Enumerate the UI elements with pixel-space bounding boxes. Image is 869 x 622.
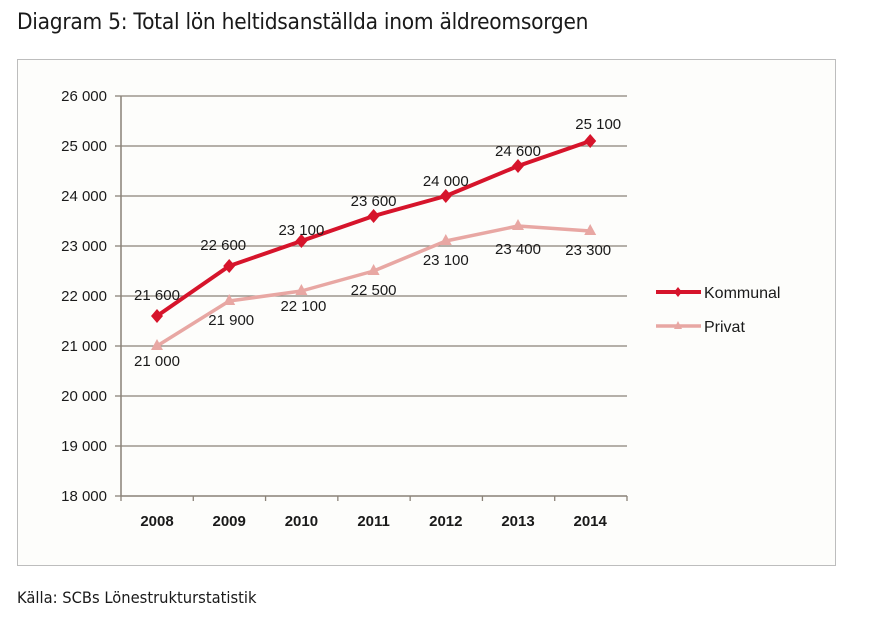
x-tick-label: 2009 — [213, 513, 246, 530]
data-labels: 21 600 22 600 23 100 23 600 24 000 24 600 25 1… — [134, 116, 621, 370]
data-point-kommunal — [439, 189, 452, 203]
data-label-privat: 21 900 — [208, 312, 254, 329]
y-tick-label: 24 000 — [61, 188, 107, 205]
data-label-privat: 23 100 — [423, 252, 469, 269]
x-tick-label: 2013 — [501, 513, 534, 530]
data-label-kommunal: 25 100 — [575, 116, 621, 133]
y-tick-label: 20 000 — [61, 388, 107, 405]
data-point-kommunal — [367, 209, 380, 223]
y-tick-label: 25 000 — [61, 138, 107, 155]
chart-title: Diagram 5: Total lön heltidsanställda in… — [17, 10, 589, 35]
y-tick-label: 21 000 — [61, 338, 107, 355]
y-tick-label: 19 000 — [61, 438, 107, 455]
data-point-kommunal — [295, 234, 308, 248]
data-label-kommunal: 21 600 — [134, 287, 180, 304]
data-point-kommunal — [512, 159, 524, 173]
data-point-kommunal — [151, 309, 163, 323]
data-label-kommunal: 22 600 — [200, 237, 246, 254]
y-tick-label: 26 000 — [61, 88, 107, 105]
data-point-kommunal — [584, 134, 597, 148]
y-tick-labels: 18 000 19 000 20 000 21 000 22 000 23 000 24 0… — [61, 88, 107, 505]
chart-frame — [17, 59, 836, 566]
data-label-privat: 22 500 — [351, 282, 397, 299]
data-label-kommunal: 23 600 — [351, 193, 397, 210]
data-label-privat: 22 100 — [280, 298, 326, 315]
x-tick-label: 2008 — [140, 513, 173, 530]
data-point-privat — [295, 284, 308, 295]
y-tick-label: 23 000 — [61, 238, 107, 255]
data-label-kommunal: 24 600 — [495, 143, 541, 160]
y-tick-label: 22 000 — [61, 288, 107, 305]
data-point-privat — [367, 264, 380, 275]
data-label-kommunal: 23 100 — [278, 222, 324, 239]
data-point-privat — [223, 294, 236, 305]
data-point-privat — [151, 339, 163, 350]
x-tick-label: 2011 — [357, 513, 390, 530]
legend-label-kommunal: Kommunal — [704, 285, 780, 302]
data-label-privat: 21 000 — [134, 353, 180, 370]
legend-label-privat: Privat — [704, 319, 745, 336]
x-tick-label: 2014 — [574, 513, 608, 530]
data-label-kommunal: 24 000 — [423, 173, 469, 190]
x-tick-label: 2012 — [429, 513, 462, 530]
legend: Kommunal Privat — [656, 285, 780, 336]
axes — [115, 95, 628, 501]
data-point-kommunal — [223, 259, 236, 273]
gridlines — [121, 95, 627, 447]
data-label-privat: 23 300 — [565, 242, 611, 259]
legend-marker — [674, 321, 682, 329]
data-point-privat — [439, 234, 452, 245]
legend-marker — [674, 287, 682, 297]
x-tick-label: 2010 — [285, 513, 318, 530]
source-note: Källa: SCBs Lönestrukturstatistik — [17, 588, 257, 607]
series-lines — [151, 134, 597, 350]
x-tick-labels: 2008 2009 2010 2011 2012 2013 2014 — [140, 513, 607, 530]
data-point-privat — [584, 224, 597, 235]
data-label-privat: 23 400 — [495, 241, 541, 258]
y-tick-label: 18 000 — [61, 488, 107, 505]
data-point-privat — [512, 219, 524, 230]
